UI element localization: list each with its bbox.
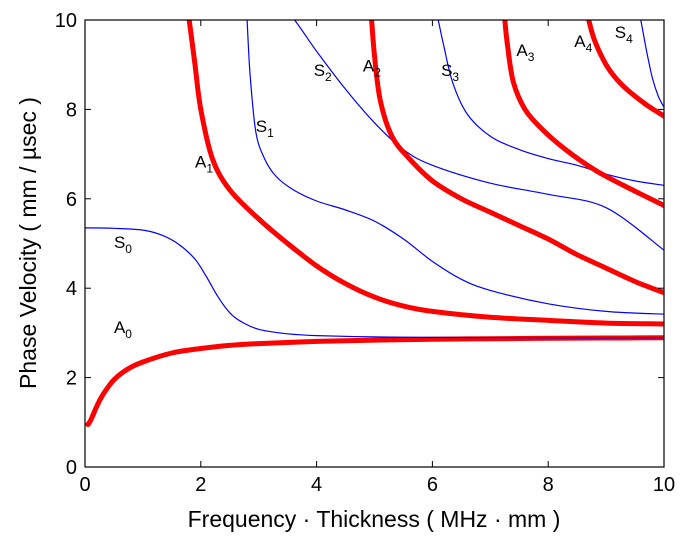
- series-S0-line: [85, 227, 664, 339]
- curves-layer: [85, 20, 664, 427]
- series-S1-label: S1: [256, 117, 274, 140]
- x-tick-label: 8: [543, 474, 554, 496]
- y-tick-label: 6: [66, 189, 77, 211]
- x-tick-label: 4: [311, 474, 322, 496]
- series-A1-line: [186, 20, 664, 327]
- x-tick-label: 2: [195, 474, 206, 496]
- series-S1-line: [246, 20, 664, 315]
- series-S3-line: [437, 20, 664, 186]
- series-A1-label: A1: [195, 153, 213, 176]
- x-tick-label: 0: [79, 474, 90, 496]
- series-A2-label: A2: [363, 56, 381, 79]
- x-axis-label: Frequency · Thickness ( MHz · mm ): [188, 506, 561, 532]
- series-S2-line: [293, 20, 664, 251]
- y-tick-label: 4: [66, 278, 77, 300]
- series-A3-line: [502, 20, 664, 208]
- series-A0-label: A0: [114, 318, 132, 341]
- plot-frame: [84, 19, 665, 468]
- series-S4-line: [640, 20, 664, 108]
- curve-labels-layer: A0 S0 A1 S1 S2 A2 S3 A3 A4 S4: [114, 23, 633, 341]
- y-tick-label: 0: [66, 457, 77, 479]
- series-A4-line: [586, 20, 664, 119]
- series-S3-label: S3: [441, 61, 459, 84]
- series-A2-line: [369, 20, 664, 296]
- x-tick-label: 10: [653, 474, 675, 496]
- series-S4-label: S4: [615, 23, 633, 46]
- series-A3-label: A3: [516, 41, 534, 64]
- ticks-layer: 0 2 4 6 8 10 0 2 4 6 8 10: [55, 10, 675, 496]
- series-S2-label: S2: [314, 61, 332, 84]
- series-A4-label: A4: [574, 32, 592, 55]
- x-tick-label: 6: [427, 474, 438, 496]
- series-A0-line: [85, 335, 664, 427]
- y-tick-label: 2: [66, 368, 77, 390]
- y-tick-label: 8: [66, 99, 77, 121]
- series-S0-label: S0: [114, 233, 132, 256]
- y-axis-label: Phase Velocity ( mm / µsec ): [15, 97, 41, 389]
- y-tick-label: 10: [55, 10, 77, 32]
